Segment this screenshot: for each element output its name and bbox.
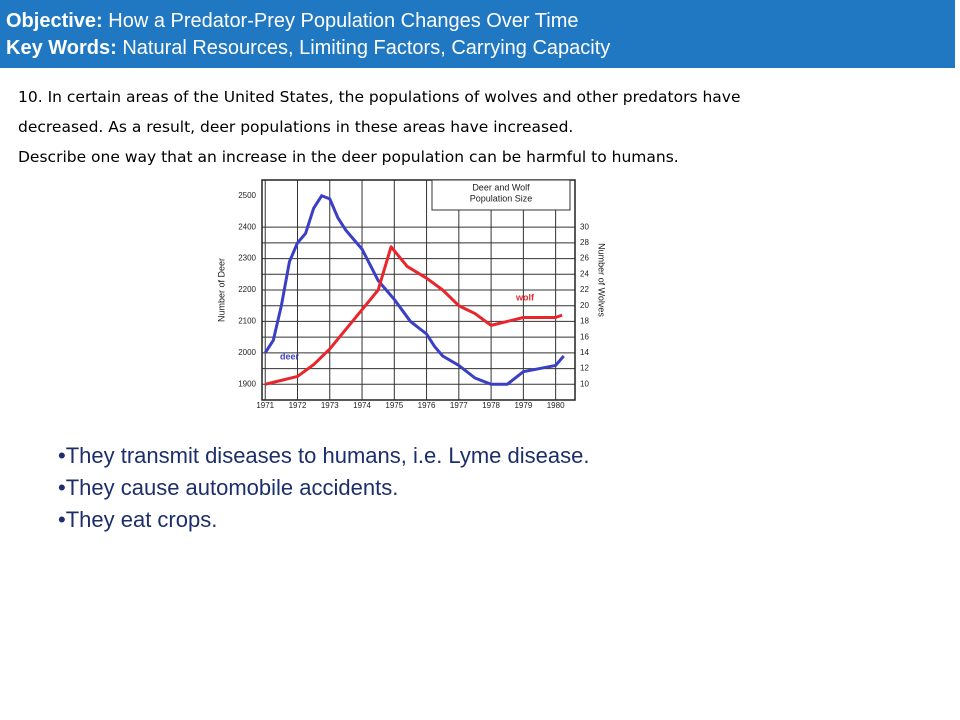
title-box <box>431 179 571 211</box>
question-line: 10. In certain areas of the United State… <box>18 88 741 106</box>
question-line: Describe one way that an increase in the… <box>18 148 679 166</box>
answers: •They transmit diseases to humans, i.e. … <box>58 440 589 536</box>
objective-label: Objective: <box>6 10 103 32</box>
plot-border <box>261 179 576 401</box>
y-tick-label: 2500 <box>238 191 256 200</box>
keywords: Natural Resources, Limiting Factors, Car… <box>122 37 611 59</box>
y-tick-label: 2300 <box>238 254 256 263</box>
y2-tick-label: 26 <box>580 254 589 263</box>
y-tick-label: 1900 <box>238 379 256 388</box>
keywords-line: Key Words: Natural Resources, Limiting F… <box>6 35 955 62</box>
x-tick-label: 1976 <box>418 401 436 410</box>
y-tick-label: 2400 <box>238 222 256 231</box>
y2-tick-label: 30 <box>580 222 589 231</box>
x-tick-label: 1979 <box>514 401 532 410</box>
series-line <box>263 194 565 386</box>
y-tick-label: 2200 <box>238 285 256 294</box>
series-line <box>264 245 563 386</box>
y2-tick-label: 10 <box>580 379 589 388</box>
x-tick-label: 1978 <box>482 401 500 410</box>
question-line: decreased. As a result, deer populations… <box>18 118 574 136</box>
y2-tick-label: 18 <box>580 317 589 326</box>
y2-axis-label: Number of Wolves <box>597 243 607 317</box>
y2-tick-label: 22 <box>580 285 589 294</box>
x-tick-label: 1975 <box>385 401 403 410</box>
y-tick-label: 2100 <box>238 317 256 326</box>
keywords-label: Key Words: <box>6 37 117 59</box>
answer: •They transmit diseases to humans, i.e. … <box>58 443 590 468</box>
x-tick-label: 1973 <box>321 401 339 410</box>
series-label: wolf <box>515 292 535 302</box>
objective: How a Predator-Prey Population Changes O… <box>108 10 579 32</box>
y2-tick-label: 20 <box>580 301 589 310</box>
y2-tick-label: 12 <box>580 364 589 373</box>
x-tick-label: 1971 <box>256 401 274 410</box>
y2-tick-label: 24 <box>580 269 589 278</box>
chart-title: Deer and Wolf <box>472 182 530 192</box>
series-label: deer <box>280 351 300 361</box>
x-tick-label: 1980 <box>547 401 565 410</box>
chart-background <box>215 176 607 412</box>
header: Objective: How a Predator-Prey Populatio… <box>0 0 955 68</box>
x-tick-label: 1972 <box>289 401 307 410</box>
y-axis-label: Number of Deer <box>216 258 226 322</box>
question: 10. In certain areas of the United State… <box>18 82 740 172</box>
objective-line: Objective: How a Predator-Prey Populatio… <box>6 8 955 35</box>
y2-tick-label: 28 <box>580 238 589 247</box>
chart-title: Population Size <box>470 193 533 203</box>
x-tick-label: 1977 <box>450 401 468 410</box>
y2-tick-label: 14 <box>580 348 589 357</box>
answer: •They cause automobile accidents. <box>58 475 399 500</box>
x-tick-label: 1974 <box>353 401 371 410</box>
y2-tick-label: 16 <box>580 332 589 341</box>
y-tick-label: 2000 <box>238 348 256 357</box>
answer: •They eat crops. <box>58 507 218 532</box>
